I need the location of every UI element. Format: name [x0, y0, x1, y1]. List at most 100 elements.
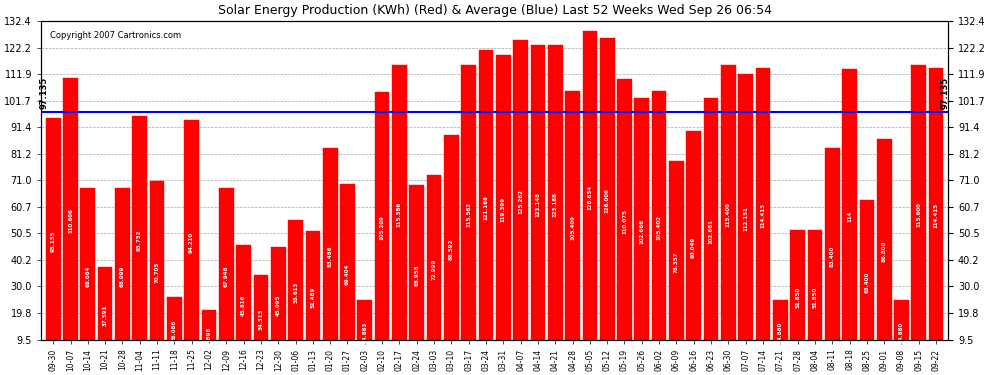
Text: 121.168: 121.168: [483, 195, 488, 220]
Text: 51.850: 51.850: [795, 286, 800, 308]
Bar: [651, 91, 666, 364]
Text: 123.148: 123.148: [536, 192, 541, 217]
Bar: [496, 55, 511, 364]
Bar: [478, 50, 493, 364]
Text: 102.666: 102.666: [640, 219, 644, 244]
Bar: [237, 246, 251, 364]
Bar: [635, 98, 649, 364]
Text: 83.486: 83.486: [328, 245, 333, 267]
Text: 119.399: 119.399: [501, 197, 506, 222]
Bar: [444, 135, 458, 364]
Text: 97.135: 97.135: [40, 76, 50, 109]
Text: 90.049: 90.049: [691, 237, 696, 258]
Bar: [253, 275, 268, 364]
Bar: [877, 139, 892, 364]
Text: 20.898: 20.898: [207, 327, 212, 348]
Bar: [271, 248, 285, 364]
Text: 115.562: 115.562: [466, 202, 471, 227]
Bar: [600, 38, 615, 364]
Bar: [669, 161, 684, 364]
Text: 97.135: 97.135: [940, 76, 949, 109]
Bar: [912, 64, 927, 364]
Text: 83.400: 83.400: [830, 246, 835, 267]
Bar: [375, 92, 389, 364]
Text: 115.600: 115.600: [917, 202, 922, 227]
Bar: [80, 188, 95, 364]
Text: 70.705: 70.705: [154, 262, 159, 283]
Bar: [219, 188, 234, 364]
Text: 114.415: 114.415: [934, 204, 939, 228]
Text: 105.402: 105.402: [656, 215, 661, 240]
Bar: [392, 65, 407, 364]
Bar: [894, 300, 909, 364]
Title: Solar Energy Production (KWh) (Red) & Average (Blue) Last 52 Weeks Wed Sep 26 06: Solar Energy Production (KWh) (Red) & Av…: [218, 4, 771, 17]
Text: 45.095: 45.095: [276, 295, 281, 316]
Text: 69.404: 69.404: [345, 264, 350, 285]
Bar: [288, 220, 303, 364]
Bar: [617, 79, 632, 364]
Bar: [341, 184, 354, 364]
Bar: [306, 231, 320, 364]
Bar: [790, 230, 805, 364]
Bar: [859, 200, 874, 364]
Text: 37.591: 37.591: [103, 305, 108, 326]
Text: 68.958: 68.958: [414, 264, 419, 286]
Text: 123.188: 123.188: [552, 192, 557, 217]
Bar: [739, 74, 753, 364]
Bar: [582, 31, 597, 364]
Text: 94.210: 94.210: [189, 231, 194, 253]
Bar: [513, 40, 528, 364]
Text: 45.816: 45.816: [242, 294, 247, 315]
Bar: [410, 186, 424, 364]
Text: 63.400: 63.400: [864, 272, 869, 292]
Text: 51.850: 51.850: [813, 286, 818, 308]
Bar: [427, 175, 442, 364]
Text: 86.800: 86.800: [882, 241, 887, 262]
Bar: [184, 120, 199, 364]
Bar: [704, 98, 719, 364]
Bar: [565, 91, 580, 364]
Text: 114: 114: [847, 211, 852, 222]
Bar: [167, 297, 182, 364]
Text: 114.415: 114.415: [760, 204, 765, 228]
Bar: [357, 300, 372, 364]
Bar: [46, 118, 60, 364]
Text: 51.489: 51.489: [311, 287, 316, 308]
Text: 105.209: 105.209: [379, 215, 385, 240]
Bar: [773, 300, 788, 364]
Bar: [149, 181, 164, 364]
Bar: [323, 148, 338, 364]
Text: 110.606: 110.606: [68, 209, 73, 233]
Text: 110.075: 110.075: [622, 209, 627, 234]
Bar: [825, 148, 840, 364]
Text: 24.880: 24.880: [899, 321, 904, 343]
Text: 88.592: 88.592: [448, 239, 453, 260]
Text: 115.400: 115.400: [726, 202, 731, 227]
Text: 68.099: 68.099: [120, 265, 125, 286]
Text: 102.661: 102.661: [709, 219, 714, 244]
Text: 67.948: 67.948: [224, 266, 229, 287]
Text: 126.006: 126.006: [605, 189, 610, 213]
Text: 95.752: 95.752: [138, 230, 143, 251]
Bar: [202, 310, 217, 364]
Bar: [531, 45, 545, 364]
Text: 34.313: 34.313: [258, 309, 263, 330]
Text: 95.135: 95.135: [50, 230, 55, 252]
Text: 105.409: 105.409: [570, 215, 575, 240]
Bar: [547, 45, 562, 364]
Bar: [808, 230, 823, 364]
Bar: [721, 65, 736, 364]
Text: 26.086: 26.086: [172, 320, 177, 341]
Bar: [63, 78, 78, 364]
Text: 128.654: 128.654: [587, 185, 592, 210]
Bar: [115, 188, 130, 364]
Text: Copyright 2007 Cartronics.com: Copyright 2007 Cartronics.com: [50, 31, 181, 40]
Bar: [755, 68, 770, 364]
Text: 55.613: 55.613: [293, 281, 298, 303]
Bar: [133, 116, 148, 364]
Text: 24.863: 24.863: [362, 321, 367, 343]
Text: 72.999: 72.999: [432, 259, 437, 280]
Text: 24.880: 24.880: [778, 321, 783, 343]
Text: 112.151: 112.151: [743, 207, 748, 231]
Text: 125.262: 125.262: [518, 189, 523, 214]
